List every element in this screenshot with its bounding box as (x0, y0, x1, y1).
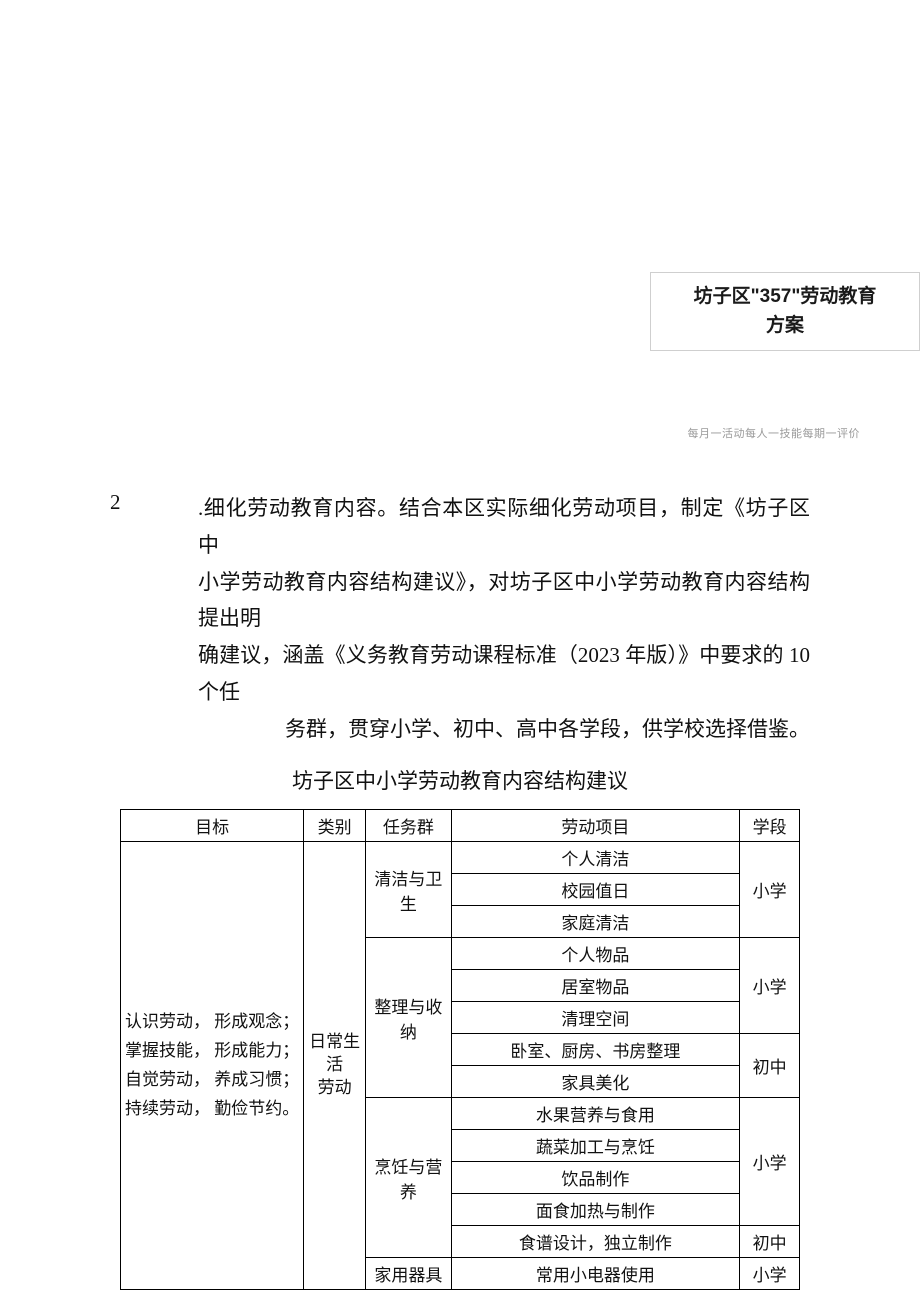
th-target: 目标 (121, 810, 304, 842)
category-cell: 日常生活劳动 (304, 842, 366, 1290)
title-badge: 坊子区"357"劳动教育 方案 (650, 272, 920, 351)
stage-cell: 小学 (740, 842, 800, 938)
task-appliance: 家用器具 (366, 1258, 452, 1290)
table-row: 认识劳动， 形成观念； 掌握技能， 形成能力； 自觉劳动， 养成习惯； 持续劳动… (121, 842, 800, 874)
stage-cell: 小学 (740, 938, 800, 1034)
project-cell: 居室物品 (451, 970, 740, 1002)
project-cell: 常用小电器使用 (451, 1258, 740, 1290)
project-cell: 食谱设计，独立制作 (451, 1226, 740, 1258)
stage-cell: 小学 (740, 1098, 800, 1226)
task-clean: 清洁与卫生 (366, 842, 452, 938)
th-category: 类别 (304, 810, 366, 842)
target-line-c: 自觉劳动， 养成习惯； (125, 1066, 299, 1095)
stage-cell: 初中 (740, 1226, 800, 1258)
paragraph-row: 2 .细化劳动教育内容。结合本区实际细化劳动项目，制定《坊子区中 小学劳动教育内… (110, 490, 810, 747)
th-taskgroup: 任务群 (366, 810, 452, 842)
project-cell: 饮品制作 (451, 1162, 740, 1194)
project-cell: 家庭清洁 (451, 906, 740, 938)
project-cell: 校园值日 (451, 874, 740, 906)
th-project: 劳动项目 (451, 810, 740, 842)
project-cell: 清理空间 (451, 1002, 740, 1034)
list-number: 2 (110, 490, 128, 515)
target-line-d: 持续劳动， 勤俭节约。 (125, 1095, 299, 1124)
project-cell: 面食加热与制作 (451, 1194, 740, 1226)
document-content: 2 .细化劳动教育内容。结合本区实际细化劳动项目，制定《坊子区中 小学劳动教育内… (110, 490, 810, 1290)
structure-table: 目标 类别 任务群 劳动项目 学段 认识劳动， 形成观念； 掌握技能， 形成能力… (120, 809, 800, 1290)
table-title: 坊子区中小学劳动教育内容结构建议 (110, 765, 810, 795)
table-header-row: 目标 类别 任务群 劳动项目 学段 (121, 810, 800, 842)
project-cell: 水果营养与食用 (451, 1098, 740, 1130)
para-line-3: 确建议，涵盖《义务教育劳动课程标准（2023 年版）》中要求的 10 个任 (198, 643, 810, 704)
target-line-b: 掌握技能， 形成能力； (125, 1037, 299, 1066)
project-cell: 个人清洁 (451, 842, 740, 874)
task-organize: 整理与收纳 (366, 938, 452, 1098)
stage-cell: 小学 (740, 1258, 800, 1290)
project-cell: 个人物品 (451, 938, 740, 970)
stage-cell: 初中 (740, 1034, 800, 1098)
paragraph-body: .细化劳动教育内容。结合本区实际细化劳动项目，制定《坊子区中 小学劳动教育内容结… (198, 490, 810, 747)
target-cell: 认识劳动， 形成观念； 掌握技能， 形成能力； 自觉劳动， 养成习惯； 持续劳动… (121, 842, 304, 1290)
para-line-1: .细化劳动教育内容。结合本区实际细化劳动项目，制定《坊子区中 (198, 496, 810, 557)
para-line-4: 务群，贯穿小学、初中、高中各学段，供学校选择借鉴。 (285, 717, 810, 741)
project-cell: 家具美化 (451, 1066, 740, 1098)
badge-line-1: 坊子区"357"劳动教育 (663, 283, 907, 312)
small-caption: 每月一活动每人一技能每期一评价 (688, 425, 861, 441)
project-cell: 蔬菜加工与烹饪 (451, 1130, 740, 1162)
para-line-2: 小学劳动教育内容结构建议》，对坊子区中小学劳动教育内容结构提出明 (198, 570, 810, 631)
th-stage: 学段 (740, 810, 800, 842)
project-cell: 卧室、厨房、书房整理 (451, 1034, 740, 1066)
badge-line-2: 方案 (663, 312, 907, 341)
target-line-a: 认识劳动， 形成观念； (125, 1008, 299, 1037)
category-text: 日常生活劳动 (308, 1031, 361, 1100)
task-cook: 烹饪与营养 (366, 1098, 452, 1258)
